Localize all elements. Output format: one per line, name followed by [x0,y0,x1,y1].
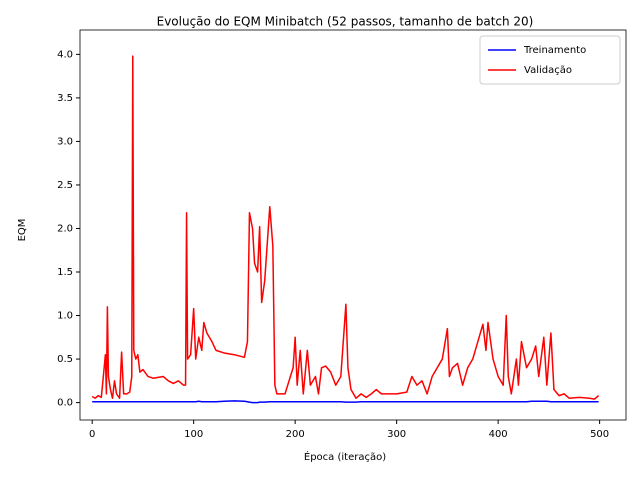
x-tick-label: 400 [489,429,508,440]
legend-label: Validação [524,65,572,76]
y-tick-label: 3.0 [57,136,73,147]
y-tick-label: 4.0 [57,49,73,60]
x-tick-label: 200 [286,429,305,440]
x-tick-label: 500 [590,429,609,440]
y-tick-label: 0.0 [57,398,73,409]
chart-title: Evolução do EQM Minibatch (52 passos, ta… [157,15,534,29]
x-tick-label: 0 [89,429,95,440]
legend-label: Treinamento [523,45,586,56]
series-line [91,55,600,400]
legend-box [479,35,621,85]
y-tick-label: 0.5 [57,354,73,365]
x-axis-label: Época (iteração) [304,450,386,463]
y-tick-label: 3.5 [57,93,73,104]
series-line [92,400,599,404]
y-axis-label: EQM [17,219,28,242]
y-tick-label: 1.5 [57,267,73,278]
y-tick-label: 2.0 [57,223,73,234]
x-tick-label: 100 [184,429,203,440]
y-tick-label: 2.5 [57,180,73,191]
y-tick-label: 1.0 [57,311,73,322]
x-tick-label: 300 [387,429,406,440]
plot-frame [79,29,627,421]
